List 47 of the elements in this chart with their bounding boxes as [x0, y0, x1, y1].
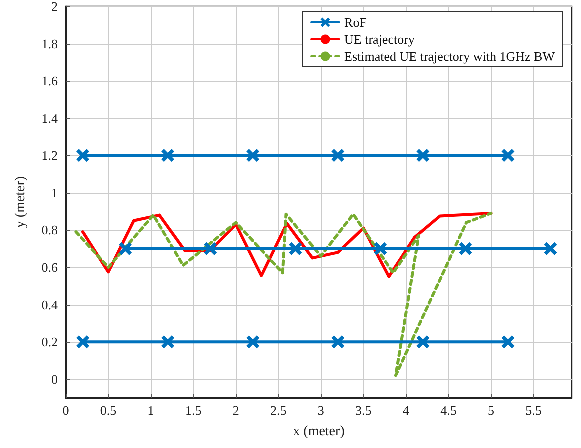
y-tick-label: 1.4 [42, 110, 58, 126]
x-tick-label: 5 [488, 403, 494, 418]
x-tick-label: 4 [402, 403, 410, 418]
point [119, 242, 132, 256]
y-tick-label: 0 [52, 372, 58, 387]
x-tick-label: 2 [232, 403, 240, 418]
point [459, 242, 472, 256]
x-tick-label: 3.5 [356, 403, 372, 418]
point [76, 149, 90, 162]
point [544, 242, 558, 256]
point [246, 149, 260, 162]
point [246, 336, 260, 349]
x-tick-label: 1 [148, 403, 154, 418]
y-tick-label: 0.4 [42, 297, 58, 312]
y-axis-title: y (meter) [14, 176, 28, 228]
point [332, 336, 345, 349]
x-tick-label: 1.5 [185, 403, 202, 418]
x-tick-label: 5.5 [526, 403, 542, 418]
legend-label: Estimated UE trajectory with 1GHz BW [344, 49, 556, 64]
x-tick-label: 4.5 [440, 403, 457, 418]
point [162, 336, 175, 349]
point [374, 242, 388, 256]
point [76, 336, 90, 349]
point [502, 336, 515, 349]
y-tick-label: 0.8 [42, 222, 58, 238]
y-tick-label: 1.8 [42, 36, 58, 52]
y-tick-label: 0.2 [42, 334, 58, 350]
x-tick-label: 0.5 [100, 403, 117, 418]
point [204, 242, 218, 256]
y-tick-label: 0.6 [42, 260, 58, 275]
point [416, 149, 430, 162]
y-tick-label: 1.6 [42, 74, 58, 89]
line-series [74, 212, 493, 378]
point [502, 149, 515, 162]
point [332, 149, 345, 162]
point [416, 336, 430, 349]
x-axis-title: x (meter) [293, 424, 346, 440]
y-tick-label: 2 [52, 0, 58, 14]
x-tick-label: 2.5 [270, 403, 287, 418]
point [162, 149, 175, 162]
legend-label: RoF [344, 15, 367, 30]
legend-label: UE trajectory [344, 32, 416, 47]
y-tick-label: 1 [52, 185, 58, 200]
x-tick-label: 3 [318, 403, 324, 418]
x-tick-label: 0 [62, 403, 70, 418]
point [289, 242, 302, 256]
y-tick-label: 1.2 [42, 148, 58, 164]
